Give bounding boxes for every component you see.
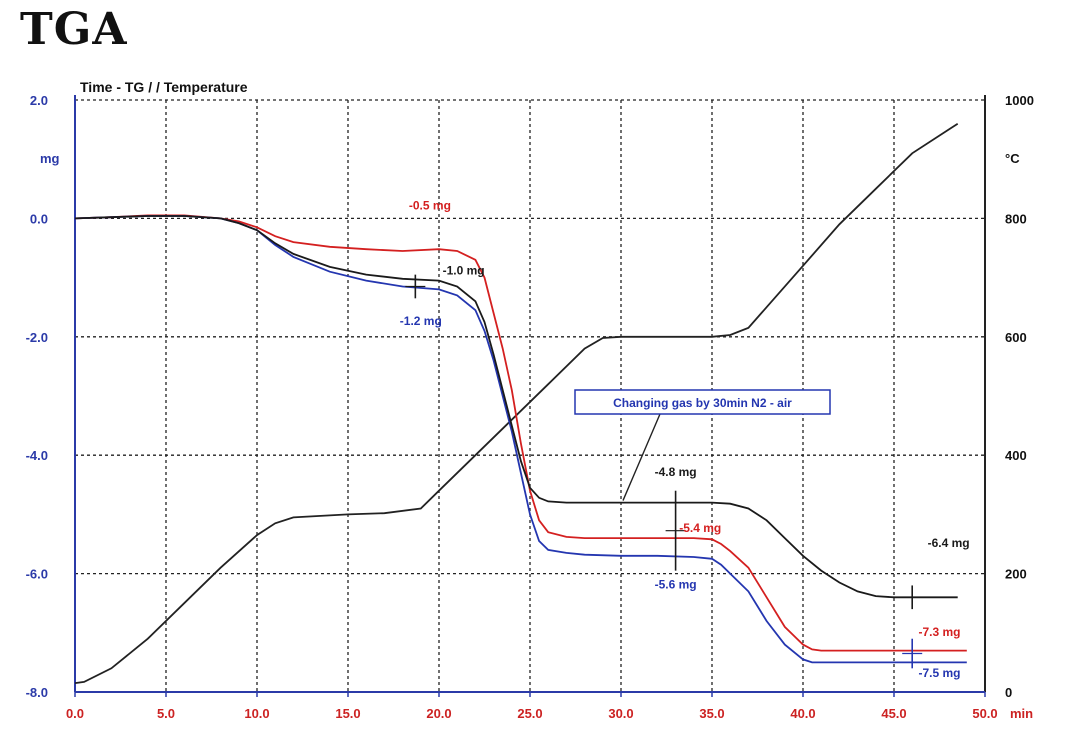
callout-pointer — [622, 413, 661, 501]
chart-title: Time - TG / / Temperature — [80, 79, 248, 95]
axes — [74, 95, 986, 697]
x-tick-label: 0.0 — [66, 706, 84, 721]
x-tick-label: 35.0 — [699, 706, 724, 721]
series-lines — [74, 122, 967, 684]
x-tick-label: 40.0 — [790, 706, 815, 721]
x-tick-label: 5.0 — [157, 706, 175, 721]
mass-loss-label: -4.8 mg — [655, 465, 697, 479]
y-right-tick-label: 800 — [1005, 211, 1027, 226]
y-left-tick-label: 2.0 — [30, 93, 48, 108]
y-left-unit: mg — [40, 151, 60, 166]
mass-loss-label: -1.2 mg — [400, 314, 442, 328]
tg-line-3 — [74, 215, 958, 599]
callout-text: Changing gas by 30min N2 - air — [613, 396, 792, 410]
y-left-tick-label: -4.0 — [26, 448, 48, 463]
x-tick-label: 25.0 — [517, 706, 542, 721]
x-tick-label: 10.0 — [244, 706, 269, 721]
mass-loss-label: -1.0 mg — [443, 264, 485, 278]
x-tick-label: 20.0 — [426, 706, 451, 721]
x-tick-label: 50.0 — [972, 706, 997, 721]
tg-line-2 — [74, 215, 967, 664]
y-right-tick-label: 1000 — [1005, 93, 1034, 108]
y-left-tick-label: 0.0 — [30, 211, 48, 226]
x-unit: min — [1010, 706, 1033, 721]
tick-labels: 0.0 5.0 10.0 15.0 20.0 25.0 30.0 35.0 40.0 45.0 50… — [26, 93, 1034, 721]
y-left-tick-label: -6.0 — [26, 567, 48, 582]
page-heading: TGA — [20, 4, 128, 55]
y-left-tick-label: -8.0 — [26, 685, 48, 700]
grid — [75, 99, 985, 692]
callout-box — [574, 389, 831, 415]
y-right-unit: °C — [1005, 151, 1020, 166]
gas-change-callout: Changing gas by 30min N2 - air — [574, 389, 831, 501]
x-tick-label: 30.0 — [608, 706, 633, 721]
temperature-line — [74, 122, 959, 684]
tg-line-1 — [74, 214, 967, 652]
y-right-tick-label: 200 — [1005, 567, 1027, 582]
x-tick-label: 15.0 — [335, 706, 360, 721]
mass-loss-label: -5.6 mg — [655, 577, 697, 591]
x-tick-label: 45.0 — [881, 706, 906, 721]
y-right-tick-label: 0 — [1005, 685, 1012, 700]
y-right-tick-label: 400 — [1005, 448, 1027, 463]
mass-loss-label: -7.3 mg — [918, 625, 960, 639]
annotations: -0.5 mg -1.0 mg -1.2 mg -4.8 mg -5.4 mg -5.6 … — [400, 199, 970, 681]
y-left-tick-label: -2.0 — [26, 330, 48, 345]
mass-loss-label: -0.5 mg — [409, 199, 451, 213]
mass-loss-label: -6.4 mg — [928, 536, 970, 550]
y-right-tick-label: 600 — [1005, 330, 1027, 345]
mass-loss-label: -5.4 mg — [679, 521, 721, 535]
step-markers — [405, 274, 923, 669]
mass-loss-label: -7.5 mg — [918, 666, 960, 680]
